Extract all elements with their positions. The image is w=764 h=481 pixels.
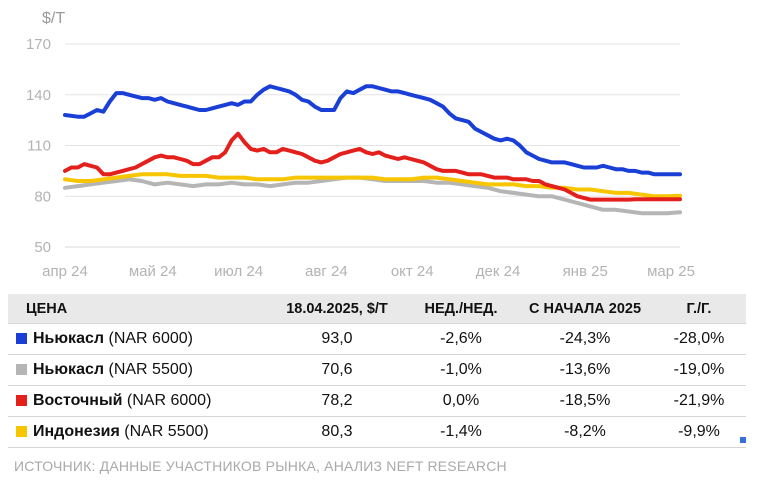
y-tick-label: 50 — [34, 239, 51, 256]
row-yoy: -21,9% — [652, 385, 746, 417]
row-spec: (NAR 6000) — [108, 330, 193, 347]
row-wow: -1,4% — [404, 416, 518, 448]
row-name: Индонезия — [33, 423, 120, 440]
row-name-cell: Восточный (NAR 6000) — [8, 385, 270, 417]
x-tick-label: июл 24 — [214, 263, 263, 280]
row-wow: 0,0% — [404, 385, 518, 417]
row-ytd: -18,5% — [518, 385, 652, 417]
row-ytd: -24,3% — [518, 323, 652, 355]
row-price: 78,2 — [270, 385, 404, 417]
x-tick-label: дек 24 — [476, 263, 521, 280]
legend-swatch — [16, 363, 27, 375]
y-tick-label: 110 — [27, 138, 51, 155]
row-yoy: -19,0% — [652, 354, 746, 386]
x-tick-label: апр 24 — [42, 263, 88, 280]
x-tick-label: окт 24 — [391, 263, 434, 280]
chart-grid — [65, 43, 680, 248]
x-tick-label: май 24 — [129, 263, 177, 280]
header-yoy-change: Г./Г. — [652, 294, 746, 324]
chart-series-lines — [63, 84, 682, 216]
table-row: Восточный (NAR 6000) 78,2 0,0% -18,5% -2… — [8, 385, 746, 417]
row-name: Восточный — [33, 392, 123, 409]
legend-swatch — [16, 394, 27, 406]
price-table: ЦЕНА 18.04.2025, $/Т НЕД./НЕД. С НАЧАЛА … — [8, 294, 746, 448]
header-week-change: НЕД./НЕД. — [404, 294, 518, 324]
x-axis-labels: апр 24 май 24 июл 24 авг 24 окт 24 дек 24 янв … — [42, 263, 695, 280]
row-ytd: -13,6% — [518, 354, 652, 386]
y-unit-label: $/Т — [42, 10, 65, 27]
table-row: Ньюкасл (NAR 6000) 93,0 -2,6% -24,3% -28… — [8, 323, 746, 355]
legend-swatch — [16, 332, 27, 344]
row-price: 93,0 — [270, 323, 404, 355]
row-price: 80,3 — [270, 416, 404, 448]
row-name-cell: Индонезия (NAR 5500) — [8, 416, 270, 448]
series-line — [63, 175, 682, 216]
header-date-price: 18.04.2025, $/Т — [270, 294, 404, 324]
table-row: Индонезия (NAR 5500) 80,3 -1,4% -8,2% -9… — [8, 416, 746, 448]
price-table-container: ЦЕНА 18.04.2025, $/Т НЕД./НЕД. С НАЧАЛА … — [8, 294, 746, 448]
header-ytd-change: С НАЧАЛА 2025 — [518, 294, 652, 324]
series-line — [63, 84, 682, 177]
x-tick-label: мар 25 — [647, 263, 695, 280]
x-tick-label: янв 25 — [563, 263, 608, 280]
line-chart: $/Т 50 80 110 140 170 апр 24 май 24 июл 24 авг … — [26, 10, 695, 280]
row-ytd: -8,2% — [518, 416, 652, 448]
y-tick-label: 140 — [26, 87, 51, 104]
table-header-row: ЦЕНА 18.04.2025, $/Т НЕД./НЕД. С НАЧАЛА … — [8, 294, 746, 324]
y-axis-labels: 50 80 110 140 170 — [26, 36, 51, 256]
row-wow: -2,6% — [404, 323, 518, 355]
y-tick-label: 170 — [26, 36, 51, 53]
row-name: Ньюкасл — [33, 330, 105, 347]
row-spec: (NAR 5500) — [124, 423, 209, 440]
header-price: ЦЕНА — [8, 294, 270, 324]
legend-swatch — [16, 425, 27, 437]
series-line — [63, 172, 682, 199]
row-yoy: -9,9% — [652, 416, 746, 448]
row-wow: -1,0% — [404, 354, 518, 386]
corner-marker — [740, 437, 746, 443]
y-tick-label: 80 — [34, 188, 51, 205]
source-note: ИСТОЧНИК: ДАННЫЕ УЧАСТНИКОВ РЫНКА, АНАЛИ… — [14, 458, 507, 474]
row-price: 70,6 — [270, 354, 404, 386]
table-row: Ньюкасл (NAR 5500) 70,6 -1,0% -13,6% -19… — [8, 354, 746, 386]
row-spec: (NAR 6000) — [126, 392, 212, 409]
x-tick-label: авг 24 — [305, 263, 348, 280]
row-name-cell: Ньюкасл (NAR 5500) — [8, 354, 270, 386]
row-name: Ньюкасл — [33, 361, 105, 378]
row-yoy: -28,0% — [652, 323, 746, 355]
series-line — [63, 131, 682, 202]
row-name-cell: Ньюкасл (NAR 6000) — [8, 323, 270, 355]
row-spec: (NAR 5500) — [108, 361, 193, 378]
